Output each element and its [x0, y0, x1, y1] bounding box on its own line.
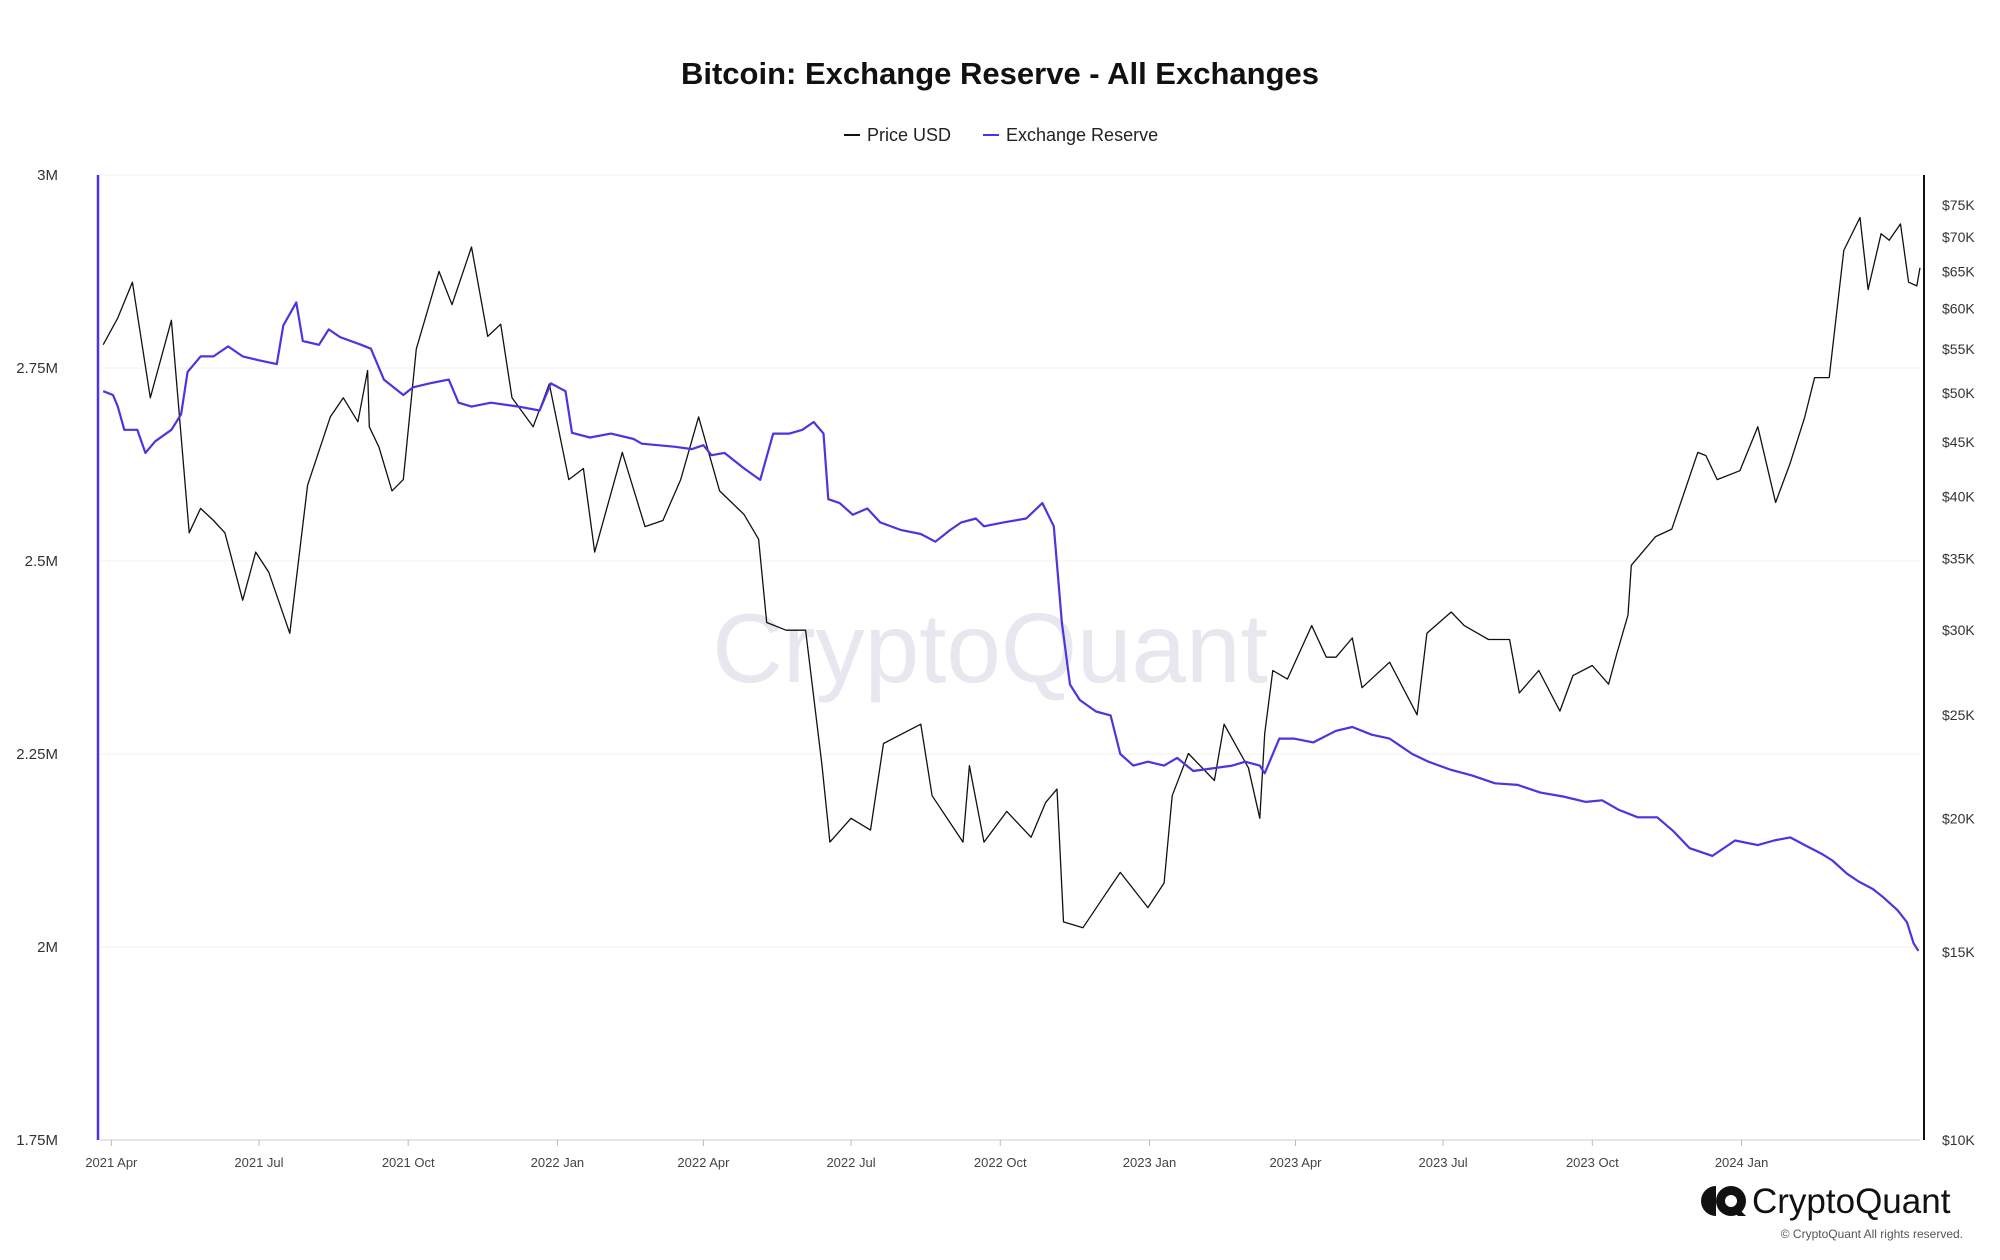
right-tick-label: $45K [1942, 434, 1975, 450]
right-tick-label: $25K [1942, 707, 1975, 723]
x-axis: 2021 Apr 2021 Jul 2021 Oct 2022 Jan 2022 Apr… [85, 1139, 1920, 1170]
right-tick-label: $15K [1942, 944, 1975, 960]
legend-reserve-label[interactable]: Exchange Reserve [1006, 125, 1158, 145]
left-tick-label: 2.5M [25, 553, 58, 570]
right-tick-label: $10K [1942, 1132, 1975, 1148]
x-tick-label: 2022 Oct [974, 1155, 1027, 1170]
right-tick-label: $65K [1942, 263, 1975, 279]
x-tick-label: 2024 Jan [1715, 1155, 1769, 1170]
left-tick-label: 1.75M [16, 1132, 58, 1149]
right-tick-label: $60K [1942, 301, 1975, 317]
exchange-reserve-line [102, 301, 1920, 952]
x-tick-label: 2021 Apr [85, 1155, 138, 1170]
left-tick-label: 2.25M [16, 746, 58, 763]
x-tick-label: 2021 Jul [234, 1155, 283, 1170]
x-tick-label: 2022 Apr [677, 1155, 730, 1170]
copyright-text: © CryptoQuant All rights reserved. [1781, 1227, 1963, 1241]
right-tick-label: $35K [1942, 551, 1975, 567]
x-tick-label: 2022 Jan [531, 1155, 585, 1170]
x-tick-label: 2023 Jul [1419, 1155, 1468, 1170]
right-tick-label: $55K [1942, 341, 1975, 357]
brand-logo: CryptoQuant © CryptoQuant All rights res… [1701, 1182, 1963, 1241]
left-tick-label: 2.75M [16, 360, 58, 377]
x-tick-label: 2023 Oct [1566, 1155, 1619, 1170]
left-tick-label: 2M [37, 939, 58, 956]
right-tick-label: $30K [1942, 622, 1975, 638]
x-tick-label: 2022 Jul [826, 1155, 875, 1170]
series-layer [102, 216, 1921, 952]
right-y-axis: $75K $70K $65K $60K $55K $50K $45K $40K $35K $30K… [1923, 175, 1975, 1148]
chart-title: Bitcoin: Exchange Reserve - All Exchange… [681, 56, 1319, 91]
right-tick-label: $75K [1942, 197, 1975, 213]
x-tick-label: 2023 Jan [1123, 1155, 1177, 1170]
price-usd-line [102, 216, 1921, 929]
watermark: CryptoQuant [712, 593, 1268, 703]
grid-lines [100, 174, 1920, 1141]
right-tick-label: $20K [1942, 810, 1975, 826]
x-tick-label: 2023 Apr [1269, 1155, 1322, 1170]
right-tick-label: $70K [1942, 229, 1975, 245]
right-tick-label: $40K [1942, 489, 1975, 505]
legend-price-label[interactable]: Price USD [867, 125, 951, 145]
legend[interactable]: Price USD Exchange Reserve [844, 125, 1158, 145]
right-tick-label: $50K [1942, 385, 1975, 401]
x-tick-label: 2021 Oct [382, 1155, 435, 1170]
cryptoquant-logo-icon [1701, 1186, 1746, 1216]
left-tick-label: 3M [37, 167, 58, 184]
left-y-axis: 3M 2.75M 2.5M 2.25M 2M 1.75M [16, 167, 100, 1149]
brand-name: CryptoQuant [1752, 1182, 1951, 1221]
